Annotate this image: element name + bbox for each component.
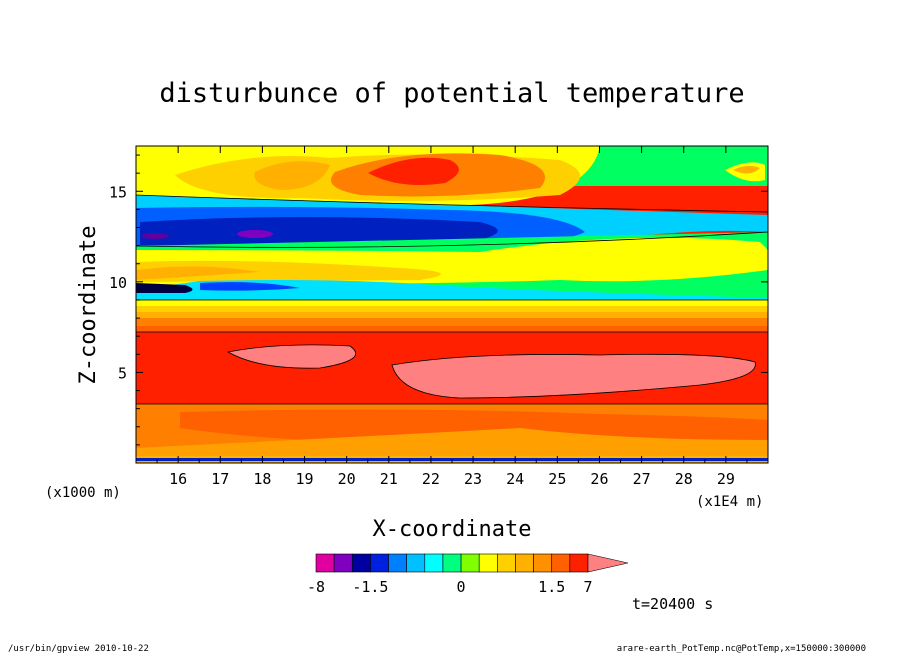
spot-purple xyxy=(237,230,273,238)
colorbar-segment xyxy=(370,553,389,573)
band-orange-lowest xyxy=(136,428,768,456)
y-tick-label: 10 xyxy=(109,274,127,292)
colorbar-segment xyxy=(333,553,353,573)
x-tick-label: 19 xyxy=(296,470,314,488)
x-tick-label: 22 xyxy=(422,470,440,488)
chart-title: disturbunce of potential temperature xyxy=(159,78,744,109)
stripe-2 xyxy=(136,306,768,312)
colorbar-segment xyxy=(442,553,462,573)
plot-area xyxy=(136,146,768,463)
x-tick-label: 20 xyxy=(338,470,356,488)
footer-left: /usr/bin/gpview 2010-10-22 xyxy=(8,644,149,654)
colorbar-arrow xyxy=(587,553,629,573)
colorbar-segment xyxy=(497,553,516,573)
x-tick-label: 25 xyxy=(548,470,566,488)
x-tick-label: 16 xyxy=(169,470,187,488)
band-orange-low2 xyxy=(180,409,768,445)
colorbar-segment xyxy=(315,553,335,573)
colorbar: -8 -1.5 0 1.5 7 xyxy=(307,553,629,596)
spot-purple2 xyxy=(141,233,169,239)
x-scale-left: (x1000 m) xyxy=(45,485,121,501)
band-dark-left xyxy=(136,283,193,293)
stripe-1 xyxy=(136,300,768,306)
x-tick-label: 21 xyxy=(380,470,398,488)
colorbar-segment xyxy=(533,553,553,573)
blob-top-orange2 xyxy=(254,161,330,190)
colorbar-label: 7 xyxy=(583,578,592,596)
colorbar-label: -1.5 xyxy=(352,578,388,596)
colorbar-segment xyxy=(569,553,589,573)
stripe-5 xyxy=(136,326,768,332)
y-tick-label: 5 xyxy=(118,364,127,382)
y-axis-label: Z-coordinate xyxy=(76,226,101,385)
stripe-4 xyxy=(136,318,768,326)
x-tick-label: 28 xyxy=(675,470,693,488)
band-orange-mid xyxy=(136,260,441,282)
stripe-3 xyxy=(136,312,768,318)
x-tick-label: 26 xyxy=(590,470,608,488)
time-label: t=20400 s xyxy=(632,595,713,613)
blob-top-right2 xyxy=(733,165,760,174)
colorbar-label: -8 xyxy=(307,578,325,596)
x-tick-label: 29 xyxy=(717,470,735,488)
colorbar-segment xyxy=(406,553,426,573)
colorbar-segment xyxy=(351,553,371,573)
blob-pink2 xyxy=(392,354,756,398)
band-cyan-mid xyxy=(136,280,768,304)
colorbar-segment xyxy=(460,553,480,573)
colorbar-segment xyxy=(515,553,534,573)
y-tick-label: 15 xyxy=(109,183,127,201)
blob-top-red xyxy=(368,157,459,186)
x-tick-label: 23 xyxy=(464,470,482,488)
contour-lines xyxy=(136,194,768,405)
x-tick-label: 27 xyxy=(633,470,651,488)
band-orange-mid2 xyxy=(136,266,260,280)
colorbar-label: 1.5 xyxy=(538,578,565,596)
x-tick-label: 24 xyxy=(506,470,524,488)
band-blue-mid xyxy=(200,282,300,291)
x-tick-label: 17 xyxy=(211,470,229,488)
axes: 16 17 18 19 20 21 22 23 24 25 26 27 28 29 5 10 15 xyxy=(109,146,768,488)
colorbar-segment xyxy=(388,553,407,573)
band-navy xyxy=(140,217,498,246)
colorbar-segment xyxy=(478,553,498,573)
colorbar-label: 0 xyxy=(457,578,466,596)
x-scale-right: (x1E4 m) xyxy=(696,494,763,510)
x-axis-label: X-coordinate xyxy=(373,517,532,542)
colorbar-segment xyxy=(551,553,571,573)
blob-pink1 xyxy=(228,344,356,369)
colorbar-segment xyxy=(424,553,444,573)
x-tick-label: 18 xyxy=(253,470,271,488)
footer-right: arare-earth_PotTemp.nc@PotTemp,x=150000:… xyxy=(617,644,866,654)
